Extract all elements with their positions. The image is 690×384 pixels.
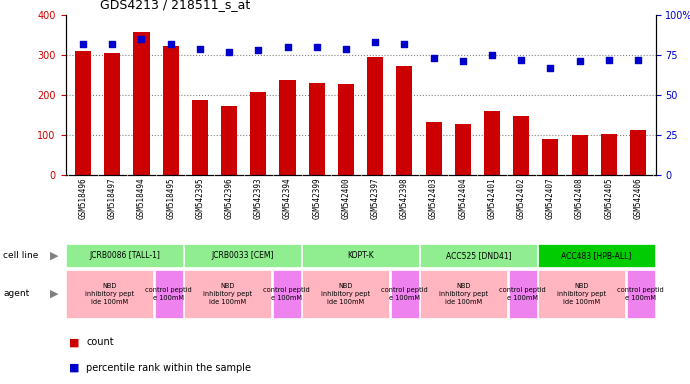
Point	[77, 41, 88, 47]
Text: ACC483 [HPB-ALL]: ACC483 [HPB-ALL]	[562, 251, 631, 260]
Bar	[420, 244, 537, 267]
Text: control peptid
e 100mM: control peptid e 100mM	[500, 287, 546, 301]
Bar	[420, 270, 507, 318]
Bar	[367, 57, 383, 175]
Text: ▶: ▶	[50, 289, 59, 299]
Point	[107, 41, 118, 47]
Point	[136, 36, 147, 42]
Point	[633, 57, 644, 63]
Bar	[601, 134, 617, 175]
Text: GSM518497: GSM518497	[108, 177, 117, 218]
Bar	[627, 270, 655, 318]
Bar	[184, 270, 271, 318]
Bar	[484, 111, 500, 175]
Text: GSM542396: GSM542396	[225, 177, 234, 218]
Bar	[279, 80, 295, 175]
Text: ■: ■	[69, 338, 79, 348]
Bar	[184, 244, 301, 267]
Text: NBD
inhibitory pept
ide 100mM: NBD inhibitory pept ide 100mM	[204, 283, 253, 305]
Point	[195, 46, 206, 52]
Point	[428, 55, 439, 61]
Text: GSM542405: GSM542405	[604, 177, 613, 218]
Bar	[163, 46, 179, 175]
Bar	[250, 92, 266, 175]
Text: GSM518494: GSM518494	[137, 177, 146, 218]
Bar	[538, 270, 625, 318]
Text: GSM542404: GSM542404	[458, 177, 467, 218]
Bar	[192, 100, 208, 175]
Text: NBD
inhibitory pept
ide 100mM: NBD inhibitory pept ide 100mM	[86, 283, 135, 305]
Text: NBD
inhibitory pept
ide 100mM: NBD inhibitory pept ide 100mM	[322, 283, 371, 305]
Text: NBD
inhibitory pept
ide 100mM: NBD inhibitory pept ide 100mM	[440, 283, 489, 305]
Bar	[302, 270, 389, 318]
Text: GSM542394: GSM542394	[283, 177, 292, 218]
Text: GSM542399: GSM542399	[312, 177, 322, 218]
Text: control peptid
e 100mM: control peptid e 100mM	[146, 287, 193, 301]
Text: JCRB0033 [CEM]: JCRB0033 [CEM]	[211, 251, 274, 260]
Bar	[426, 122, 442, 175]
Bar	[455, 124, 471, 175]
Text: KOPT-K: KOPT-K	[347, 251, 374, 260]
Point	[457, 58, 469, 65]
Point	[486, 52, 497, 58]
Bar	[302, 244, 419, 267]
Point	[574, 58, 585, 65]
Bar	[542, 139, 558, 175]
Bar	[513, 116, 529, 175]
Text: GSM542400: GSM542400	[342, 177, 351, 218]
Bar	[338, 84, 354, 175]
Text: ▶: ▶	[50, 250, 59, 260]
Point	[311, 44, 322, 50]
Bar	[221, 106, 237, 175]
Point	[253, 47, 264, 53]
Text: control peptid
e 100mM: control peptid e 100mM	[264, 287, 310, 301]
Text: GSM542395: GSM542395	[195, 177, 204, 218]
Bar	[273, 270, 301, 318]
Bar	[509, 270, 537, 318]
Text: GSM542403: GSM542403	[429, 177, 438, 218]
Bar	[155, 270, 183, 318]
Text: GSM518495: GSM518495	[166, 177, 175, 218]
Text: GSM542393: GSM542393	[254, 177, 263, 218]
Text: GSM542397: GSM542397	[371, 177, 380, 218]
Text: ACC525 [DND41]: ACC525 [DND41]	[446, 251, 511, 260]
Point	[545, 65, 556, 71]
Bar	[308, 83, 325, 175]
Text: NBD
inhibitory pept
ide 100mM: NBD inhibitory pept ide 100mM	[558, 283, 607, 305]
Point	[165, 41, 176, 47]
Text: GSM542408: GSM542408	[575, 177, 584, 218]
Bar	[133, 32, 150, 175]
Text: GSM542402: GSM542402	[517, 177, 526, 218]
Text: cell line: cell line	[3, 251, 39, 260]
Bar	[571, 135, 588, 175]
Point	[399, 41, 410, 47]
Bar	[104, 53, 120, 175]
Text: GSM518496: GSM518496	[79, 177, 88, 218]
Text: GSM542406: GSM542406	[633, 177, 642, 218]
Point	[224, 49, 235, 55]
Point	[370, 39, 381, 45]
Bar	[630, 130, 646, 175]
Text: control peptid
e 100mM: control peptid e 100mM	[618, 287, 664, 301]
Text: ■: ■	[69, 363, 79, 373]
Text: percentile rank within the sample: percentile rank within the sample	[86, 363, 251, 373]
Text: GSM542407: GSM542407	[546, 177, 555, 218]
Bar	[66, 270, 153, 318]
Point	[282, 44, 293, 50]
Bar	[538, 244, 655, 267]
Point	[515, 57, 526, 63]
Text: GSM542398: GSM542398	[400, 177, 409, 218]
Text: count: count	[86, 338, 114, 348]
Bar	[391, 270, 419, 318]
Point	[603, 57, 614, 63]
Bar	[75, 51, 91, 175]
Text: control peptid
e 100mM: control peptid e 100mM	[382, 287, 428, 301]
Point	[340, 46, 351, 52]
Text: GSM542401: GSM542401	[487, 177, 496, 218]
Text: GDS4213 / 218511_s_at: GDS4213 / 218511_s_at	[100, 0, 250, 11]
Text: JCRB0086 [TALL-1]: JCRB0086 [TALL-1]	[89, 251, 160, 260]
Text: agent: agent	[3, 290, 30, 298]
Bar	[396, 66, 413, 175]
Bar	[66, 244, 183, 267]
